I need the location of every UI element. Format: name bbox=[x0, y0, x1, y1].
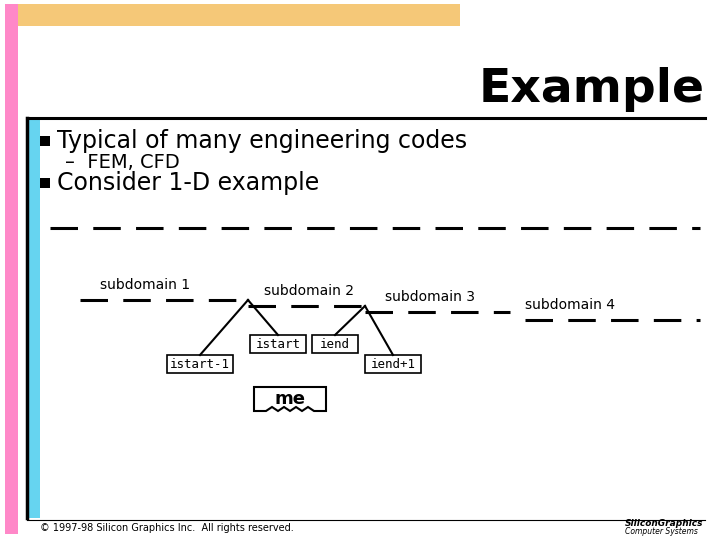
Text: subdomain 3: subdomain 3 bbox=[385, 290, 475, 304]
FancyBboxPatch shape bbox=[312, 335, 358, 353]
Text: Typical of many engineering codes: Typical of many engineering codes bbox=[57, 129, 467, 153]
Text: subdomain 2: subdomain 2 bbox=[264, 284, 354, 298]
FancyBboxPatch shape bbox=[5, 4, 18, 534]
FancyBboxPatch shape bbox=[40, 178, 50, 188]
Text: istart: istart bbox=[256, 338, 300, 350]
Text: subdomain 4: subdomain 4 bbox=[525, 298, 615, 312]
Text: iend: iend bbox=[320, 338, 350, 350]
Text: istart-1: istart-1 bbox=[170, 357, 230, 370]
Text: iend+1: iend+1 bbox=[371, 357, 415, 370]
Text: Example: Example bbox=[479, 67, 705, 112]
Polygon shape bbox=[254, 387, 326, 411]
Text: me: me bbox=[274, 390, 305, 408]
FancyBboxPatch shape bbox=[167, 355, 233, 373]
FancyBboxPatch shape bbox=[365, 355, 421, 373]
FancyBboxPatch shape bbox=[250, 335, 306, 353]
FancyBboxPatch shape bbox=[28, 118, 40, 518]
FancyBboxPatch shape bbox=[5, 4, 460, 26]
Text: © 1997-98 Silicon Graphics Inc.  All rights reserved.: © 1997-98 Silicon Graphics Inc. All righ… bbox=[40, 523, 294, 533]
FancyBboxPatch shape bbox=[40, 136, 50, 146]
Text: Computer Systems: Computer Systems bbox=[625, 526, 698, 536]
Text: subdomain 1: subdomain 1 bbox=[100, 278, 190, 292]
Text: SiliconGraphics: SiliconGraphics bbox=[625, 518, 703, 528]
Text: Consider 1-D example: Consider 1-D example bbox=[57, 171, 319, 195]
Text: –  FEM, CFD: – FEM, CFD bbox=[65, 153, 180, 172]
